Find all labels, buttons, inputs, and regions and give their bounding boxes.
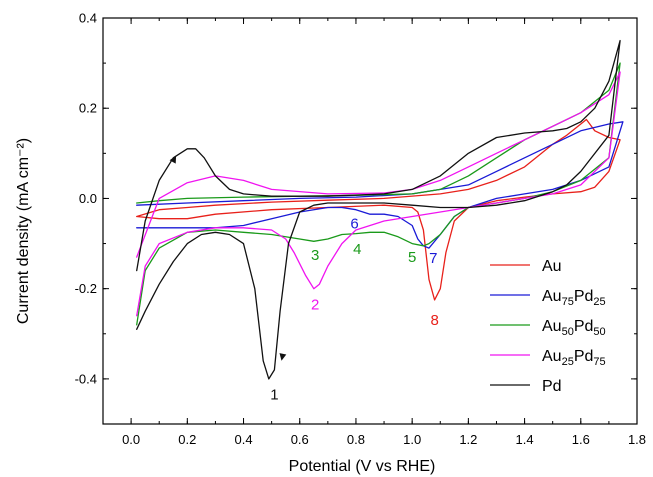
legend-text: Au (542, 348, 562, 365)
peak-label-6: 6 (350, 215, 358, 232)
x-tick-label: 1.0 (403, 432, 421, 447)
peak-label-1: 1 (270, 387, 278, 404)
series-line-pd (136, 39, 621, 380)
y-axis-label: Current density (mA cm⁻²) (15, 138, 32, 324)
plot-area-border (102, 17, 638, 425)
series-line-au25pd75 (136, 71, 621, 317)
y-axis-ticks: -0.4 -0.2 0.0 0.2 0.4 (75, 11, 637, 425)
legend-subscript: 25 (562, 356, 574, 368)
legend-text: Au (542, 258, 562, 275)
peak-label-4: 4 (353, 241, 361, 258)
scan-direction-arrows (169, 155, 287, 361)
legend-label: Au25Pd75 (542, 348, 606, 368)
y-tick-label: 0.0 (79, 191, 97, 206)
scan-arrow-head (279, 353, 287, 361)
series-lines (136, 39, 624, 380)
legend-subscript: 75 (562, 296, 574, 308)
x-axis-ticks: 0.0 0.2 0.4 0.6 0.8 1.0 1.2 1.4 1.6 1.8 (102, 18, 646, 447)
legend-label: Au (542, 258, 562, 275)
x-tick-label: 1.6 (572, 432, 590, 447)
legend-text: Au (542, 318, 562, 335)
x-tick-label: 0.4 (234, 432, 252, 447)
legend-text: Pd (574, 318, 594, 335)
x-tick-label: 0.0 (122, 432, 140, 447)
legend-subscript: 50 (562, 326, 574, 338)
legend-text: Au (542, 288, 562, 305)
x-tick-label: 1.4 (516, 432, 534, 447)
x-tick-label: 0.2 (178, 432, 196, 447)
y-tick-label: -0.2 (75, 281, 97, 296)
x-tick-label: 0.8 (347, 432, 365, 447)
peak-label-3: 3 (311, 247, 319, 264)
legend-label: Au75Pd25 (542, 288, 606, 308)
y-tick-label: -0.4 (75, 371, 97, 386)
legend-subscript: 75 (593, 356, 605, 368)
scan-arrow-head (169, 155, 177, 164)
y-tick-label: 0.4 (79, 11, 97, 26)
x-tick-label: 1.2 (459, 432, 477, 447)
x-tick-label: 1.8 (628, 432, 646, 447)
legend-subscript: 25 (593, 296, 605, 308)
legend-label: Pd (542, 378, 562, 395)
y-tick-label: 0.2 (79, 101, 97, 116)
peak-labels: 1 2 3 4 5 6 7 8 (270, 215, 439, 403)
peak-label-2: 2 (311, 296, 319, 313)
legend-text: Pd (574, 288, 594, 305)
legend-label: Au50Pd50 (542, 318, 606, 338)
series-line-au (136, 118, 621, 301)
peak-label-7: 7 (429, 250, 437, 267)
peak-label-5: 5 (408, 249, 416, 266)
legend-text: Pd (542, 378, 562, 395)
x-axis-label: Potential (V vs RHE) (289, 458, 436, 475)
peak-label-8: 8 (430, 312, 438, 329)
legend-text: Pd (574, 348, 594, 365)
x-tick-label: 0.6 (291, 432, 309, 447)
plot-frame (102, 17, 638, 425)
legend-subscript: 50 (593, 326, 605, 338)
